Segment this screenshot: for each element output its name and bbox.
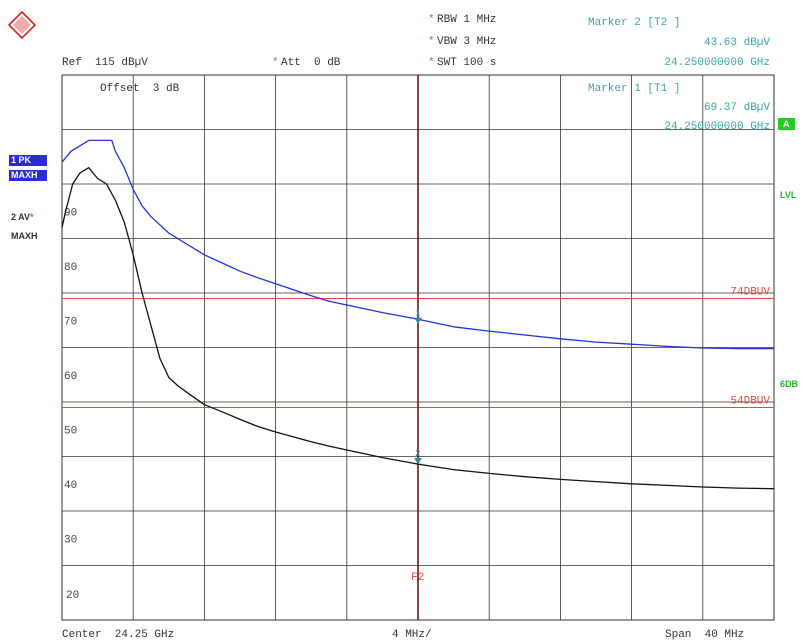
marker1-frequency: 24.250000000 GHz <box>664 121 770 133</box>
rohde-schwarz-logo <box>8 11 36 39</box>
trace2-detector: 2 AV <box>11 212 31 222</box>
y-tick-label: 30 <box>64 534 77 546</box>
limit-line-label: 54DBUV <box>730 395 770 407</box>
frequency-per-division: 4 MHz/ <box>392 629 432 641</box>
vbw-setting: VBW 3 MHz <box>437 36 497 48</box>
offset-setting: Offset 3 dB <box>100 83 180 95</box>
y-tick-label: 50 <box>64 425 77 437</box>
trace-line <box>61 139 774 350</box>
marker-frequency-label: F2 <box>411 572 424 584</box>
a-indicator: A <box>778 118 795 130</box>
marker-symbol <box>414 457 422 464</box>
att-star: * <box>272 57 279 69</box>
marker2-level: 43.63 dBµV <box>703 37 770 49</box>
y-tick-label: 60 <box>64 371 77 383</box>
vbw-star: * <box>428 36 435 48</box>
trace2-mode: MAXH <box>11 231 38 241</box>
y-tick-label-bottom: 20 <box>66 590 79 602</box>
limit-line-label: 74DBUV <box>730 286 770 298</box>
swt-star: * <box>428 57 435 69</box>
swt-setting: SWT 100 s <box>437 57 497 69</box>
attenuation: Att 0 dB <box>281 57 341 69</box>
trace1-detector: 1 PK <box>9 155 47 166</box>
ref-level: Ref 115 dBµV <box>62 57 148 69</box>
trace2-star: * <box>30 212 34 222</box>
rbw-setting: RBW 1 MHz <box>437 14 497 26</box>
y-tick-label: 70 <box>64 316 77 328</box>
marker1-level: 69.37 dBµV <box>703 102 770 114</box>
marker2-title: Marker 2 [T2 ] <box>588 17 681 29</box>
trace-line <box>61 167 775 490</box>
center-frequency: Center 24.25 GHz <box>62 629 175 641</box>
marker2-frequency: 24.250000000 GHz <box>664 57 770 69</box>
y-tick-label: 40 <box>64 480 77 492</box>
lvl-indicator: LVL <box>780 190 797 200</box>
marker-symbol <box>414 317 422 324</box>
marker1-title: Marker 1 [T1 ] <box>588 83 681 95</box>
marker-number: 1 <box>415 309 420 319</box>
logo-icon <box>8 11 36 39</box>
6db-indicator: 6DB <box>780 379 799 389</box>
trace1-label: 1 PK MAXH <box>9 155 47 181</box>
frequency-span: Span 40 MHz <box>665 629 745 641</box>
y-tick-label: 90 <box>64 207 77 219</box>
trace2-label: 2 AV* MAXH <box>11 212 38 242</box>
rbw-star: * <box>428 14 435 26</box>
marker-number: 2 <box>415 449 420 459</box>
trace1-mode: MAXH <box>9 170 47 181</box>
y-tick-label: 80 <box>64 262 77 274</box>
